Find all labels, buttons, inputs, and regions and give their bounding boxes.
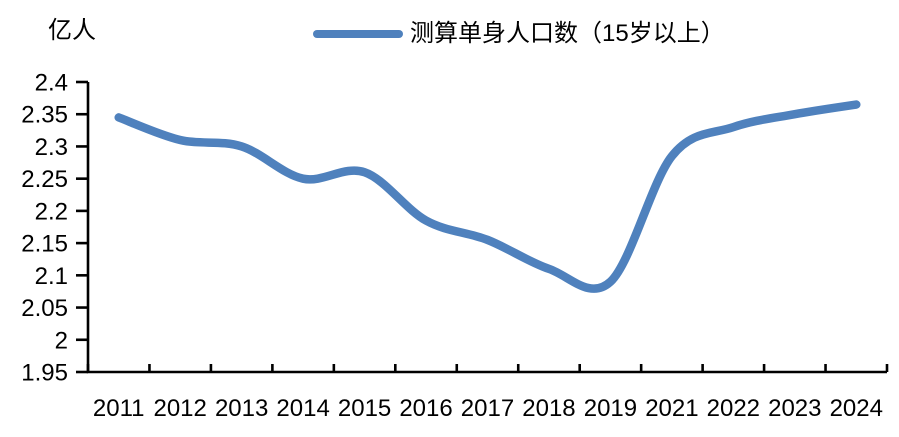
- y-axis-tick-label: 2.25: [21, 166, 68, 193]
- y-axis-tick-label: 2.15: [21, 231, 68, 258]
- y-axis-tick-label: 2.35: [21, 102, 68, 129]
- x-axis-tick-label: 2018: [522, 395, 575, 422]
- x-axis-tick-label: 2016: [399, 395, 452, 422]
- y-axis-tick-label: 2.1: [35, 263, 68, 290]
- y-axis-unit-label: 亿人: [48, 17, 96, 44]
- y-axis-tick-label: 2.05: [21, 295, 68, 322]
- y-axis-tick-label: 2.2: [35, 198, 68, 225]
- x-axis-tick-label: 2022: [707, 395, 760, 422]
- axis-lines: [86, 82, 887, 374]
- x-axis-tick-label: 2024: [830, 395, 883, 422]
- x-axis-tick-label: 2021: [645, 395, 698, 422]
- x-axis-tick-label: 2017: [461, 395, 514, 422]
- legend: 测算单身人口数（15岁以上）: [313, 19, 725, 48]
- y-axis-tick-label: 2: [55, 327, 68, 354]
- x-axis-tick-label: 2012: [153, 395, 206, 422]
- x-axis-tick-label: 2019: [584, 395, 637, 422]
- y-axis-tick-label: 2.4: [35, 70, 68, 97]
- series-line-estimated-single-population: [114, 100, 861, 293]
- x-axis-tick-label: 2013: [215, 395, 268, 422]
- x-axis-tick-label: 2023: [768, 395, 821, 422]
- x-axis-tick-label: 2014: [276, 395, 329, 422]
- legend-series-label: 测算单身人口数（15岁以上）: [410, 20, 725, 47]
- legend-line-swatch: [313, 29, 403, 38]
- x-axis-tick-label: 2011: [93, 395, 145, 422]
- x-axis-tick-label: 2015: [338, 395, 391, 422]
- y-axis-tick-label: 2.3: [35, 134, 68, 161]
- y-axis-tick-label: 1.95: [21, 360, 68, 387]
